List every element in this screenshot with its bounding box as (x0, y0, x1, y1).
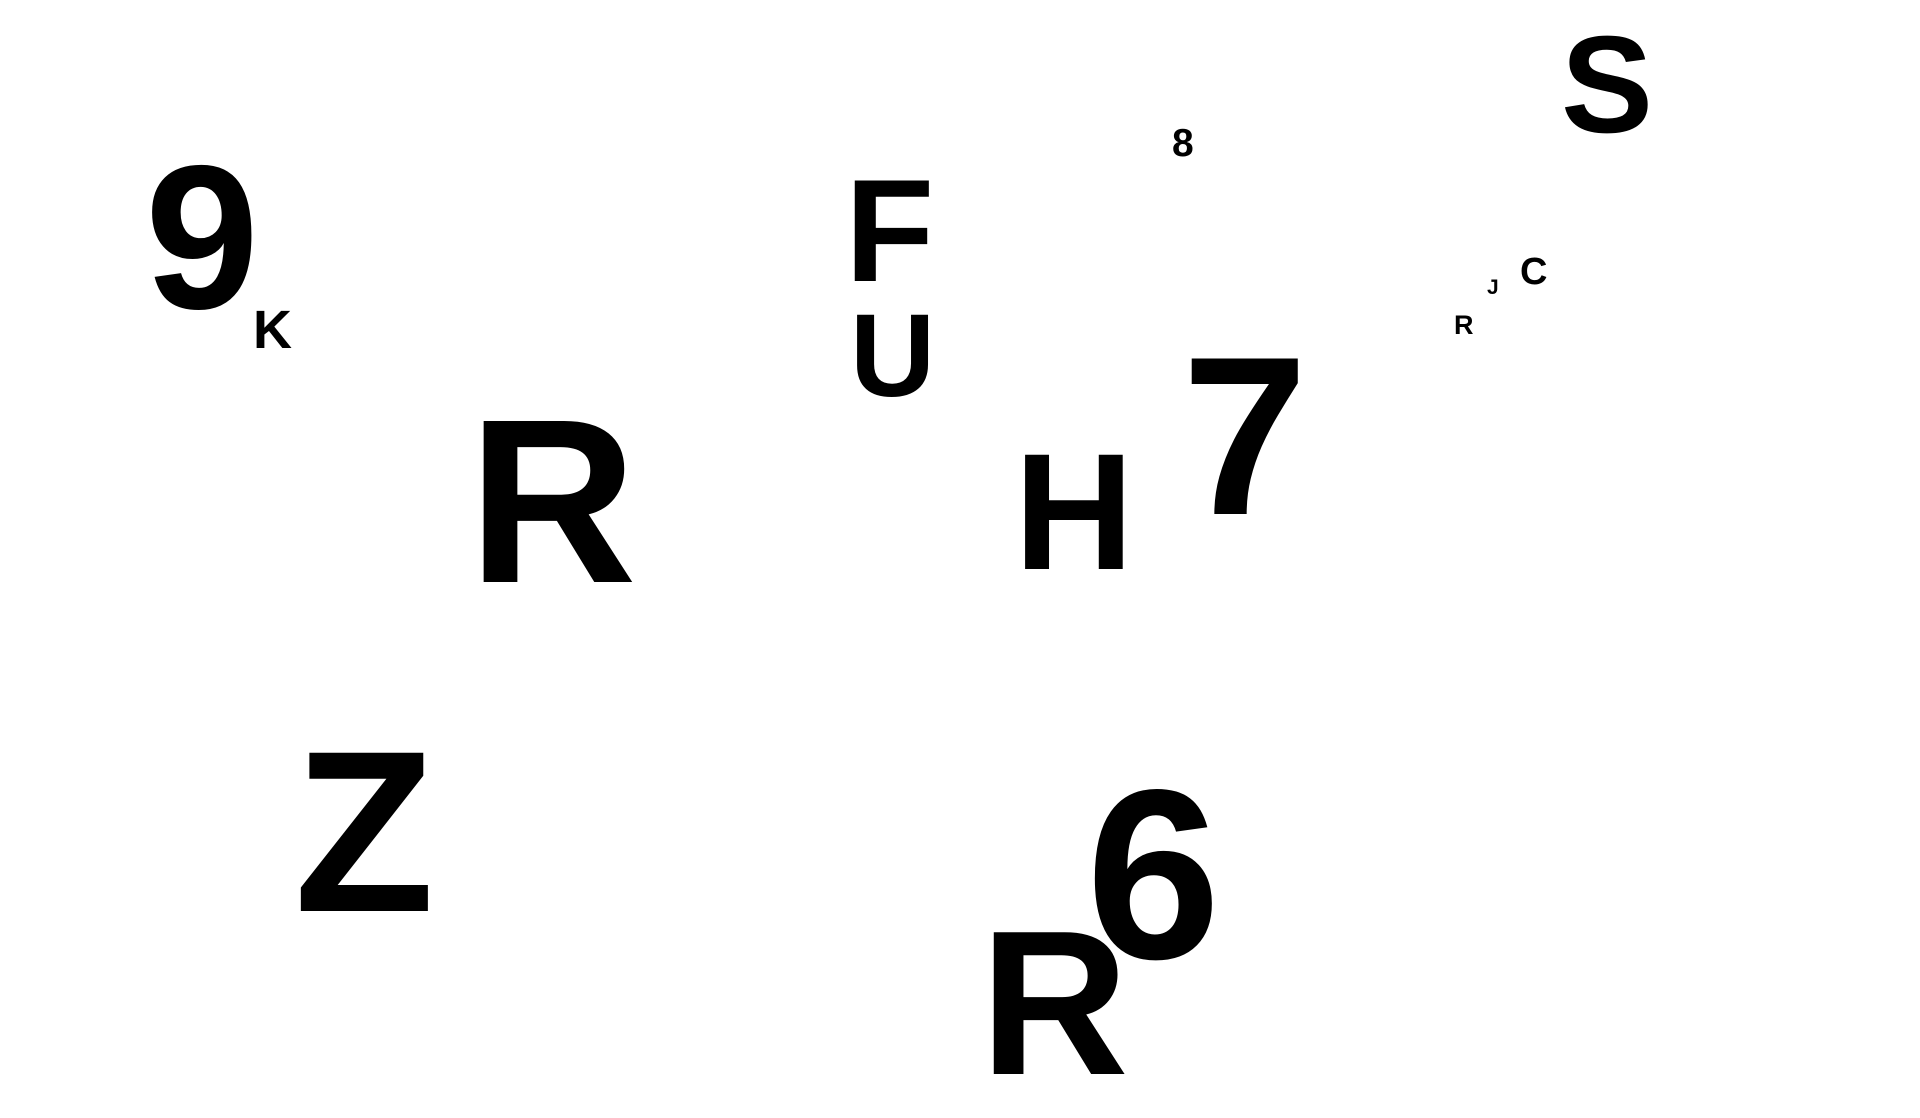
glyph-c: C (1520, 251, 1548, 293)
glyph-j: J (1487, 276, 1499, 299)
glyph-s: S (1561, 8, 1654, 162)
glyph-z: Z (294, 703, 435, 960)
glyph-u: U (850, 290, 936, 422)
glyph-r-large: R (468, 370, 637, 632)
glyph-k: K (253, 300, 292, 360)
glyph-seven: 7 (1182, 309, 1308, 562)
glyph-six: 6 (1086, 740, 1221, 1010)
glyph-r-small: R (1454, 310, 1474, 340)
glyph-f: F (845, 149, 935, 312)
glyph-h: H (1014, 420, 1134, 605)
glyph-r-bottom: R (980, 888, 1129, 1118)
glyph-nine: 9 (145, 123, 260, 352)
glyph-eight: 8 (1172, 122, 1194, 165)
character-canvas: 9 K R F U H 8 7 S C J R Z 6 R (145, 8, 1654, 1106)
